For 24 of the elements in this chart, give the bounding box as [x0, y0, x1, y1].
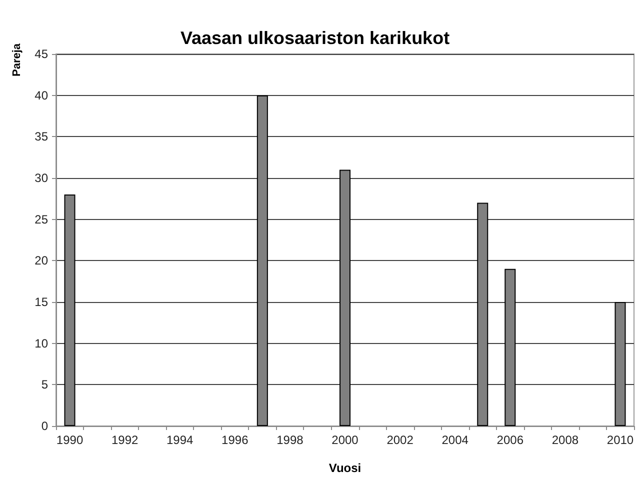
y-tick-label: 45 — [34, 47, 48, 61]
x-tick-label: 2004 — [442, 433, 469, 447]
x-tick-label: 2010 — [606, 433, 634, 447]
y-tick-label: 30 — [34, 171, 48, 185]
x-axis-title: Vuosi — [328, 461, 362, 475]
x-tick-label: 2006 — [496, 433, 524, 447]
y-tick-label: 15 — [34, 295, 48, 309]
x-tick-label: 1998 — [276, 433, 304, 447]
y-tick-label: 35 — [34, 130, 48, 144]
y-tick-label: 25 — [34, 212, 48, 226]
y-tick-label: 20 — [34, 254, 48, 268]
y-tick-label: 0 — [41, 419, 48, 433]
x-tick-label: 2000 — [332, 433, 359, 447]
x-tick-label: 1996 — [222, 433, 249, 447]
y-axis-title: Pareja — [11, 42, 23, 77]
x-tick-label: 2002 — [386, 433, 414, 447]
x-tick-label: 1990 — [56, 433, 84, 447]
y-tick-label: 10 — [34, 336, 48, 350]
y-tick-label: 40 — [34, 88, 48, 102]
chart-title: Vaasan ulkosaariston karikukot — [180, 28, 450, 48]
y-tick-label: 5 — [41, 378, 48, 392]
x-tick-label: 1994 — [166, 433, 194, 447]
x-tick-label: 1992 — [111, 433, 138, 447]
x-tick-label: 2008 — [552, 433, 579, 447]
